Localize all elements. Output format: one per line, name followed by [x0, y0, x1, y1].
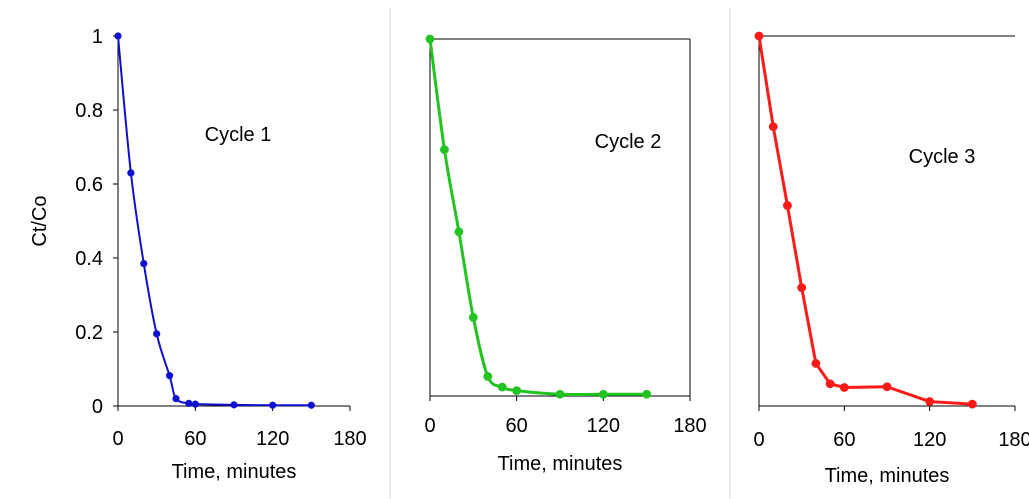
chart2-data-point [440, 145, 449, 155]
chart3-x-axis-title: Time, minutes [825, 465, 950, 487]
chart3-data-point [768, 122, 778, 132]
chart3-data-point [839, 383, 849, 392]
chart2-series-line [428, 37, 649, 396]
chart1-series-line [117, 35, 313, 407]
chart2-x-tick-label: 120 [587, 415, 620, 437]
chart3-data-point [882, 382, 892, 392]
chart3-x-tick-label: 120 [913, 429, 946, 451]
chart1-data-point [127, 169, 135, 177]
chart3-x-tick-label: 180 [998, 429, 1029, 451]
chart1-y-axis-title: Ct/Co [29, 195, 51, 246]
chart1-cycle-label: Cycle 1 [205, 124, 272, 146]
chart1-data-point [140, 259, 148, 268]
chart1-data-point [191, 400, 199, 408]
chart1-data-point [185, 399, 193, 408]
chart3-data-point [967, 399, 977, 409]
chart3-data-point [811, 359, 821, 368]
chart1-y-tick-label: 0.4 [75, 248, 103, 270]
chart2-cycle-label: Cycle 2 [595, 131, 662, 153]
chart1-y-tick-label: 1 [92, 26, 103, 48]
chart2-data-point [468, 313, 478, 322]
chart3-data-point [825, 379, 835, 389]
chart1-data-point [172, 395, 180, 403]
chart2-x-tick-label: 0 [424, 415, 435, 437]
chart2-x-tick-label: 60 [506, 415, 528, 437]
chart1-data-point [269, 401, 277, 409]
chart2-data-point [555, 389, 565, 399]
chart1-y-tick-label: 0.2 [75, 322, 103, 344]
chart2-data-point [483, 371, 493, 381]
chart2-data-point [642, 389, 652, 399]
chart1-data-point [307, 401, 315, 409]
chart1-data-point [230, 401, 238, 409]
chart3-data-point [783, 201, 792, 210]
chart3-data-point [754, 31, 764, 41]
chart1-data-point [114, 32, 122, 40]
chart3-cycle-label: Cycle 3 [909, 146, 976, 168]
chart1-x-axis-title: Time, minutes [172, 461, 297, 483]
chart2-data-point [512, 386, 522, 396]
chart2-data-point [497, 382, 507, 392]
chart1-x-tick-label: 60 [184, 428, 206, 450]
chart1-y-tick-label: 0 [92, 396, 103, 418]
chart1-x-tick-label: 0 [112, 428, 123, 450]
chart1-y-tick-label: 0.8 [75, 100, 103, 122]
chart3-data-point [797, 283, 807, 292]
chart2-data-point [454, 227, 464, 237]
chart1-data-point [165, 372, 174, 380]
chart2-data-point [598, 389, 608, 399]
chart3-series-line [757, 34, 974, 406]
chart1-x-tick-label: 180 [333, 428, 366, 450]
chart1-data-point [153, 330, 161, 338]
chart3-data-point [925, 397, 935, 406]
chart3-x-tick-label: 60 [833, 429, 855, 451]
chart2-data-point [425, 34, 435, 44]
chart1-y-tick-label: 0.6 [75, 174, 103, 196]
chart2-x-axis-title: Time, minutes [498, 453, 623, 475]
chart1-x-tick-label: 120 [256, 428, 289, 450]
chart2-x-tick-label: 180 [673, 415, 706, 437]
chart3-x-tick-label: 0 [753, 429, 764, 451]
